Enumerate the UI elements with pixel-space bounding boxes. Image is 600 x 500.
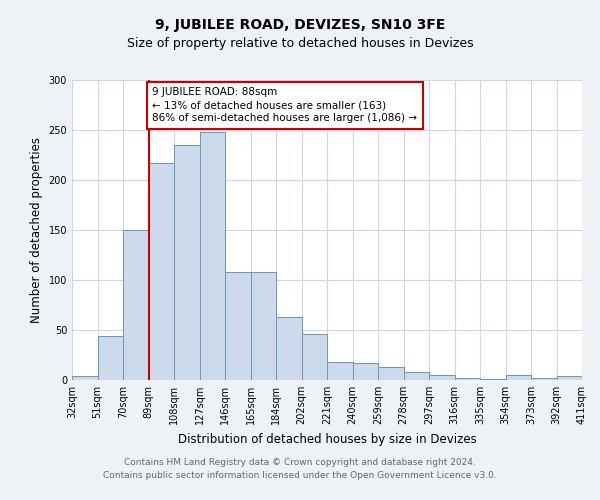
Text: 9, JUBILEE ROAD, DEVIZES, SN10 3FE: 9, JUBILEE ROAD, DEVIZES, SN10 3FE xyxy=(155,18,445,32)
Bar xyxy=(72,376,97,380)
Bar xyxy=(480,379,505,380)
Bar xyxy=(404,372,429,380)
Bar xyxy=(327,362,353,380)
Bar xyxy=(302,334,327,380)
Bar xyxy=(97,336,123,380)
Bar xyxy=(123,230,149,380)
Bar xyxy=(149,163,174,380)
Text: Contains HM Land Registry data © Crown copyright and database right 2024.
Contai: Contains HM Land Registry data © Crown c… xyxy=(103,458,497,480)
Bar xyxy=(353,363,378,380)
Text: Size of property relative to detached houses in Devizes: Size of property relative to detached ho… xyxy=(127,38,473,51)
Bar xyxy=(378,367,404,380)
Bar xyxy=(174,145,199,380)
Bar xyxy=(429,375,455,380)
Bar xyxy=(225,272,251,380)
Bar xyxy=(251,272,276,380)
Bar xyxy=(557,376,582,380)
Bar xyxy=(276,317,302,380)
Bar xyxy=(505,375,531,380)
Bar xyxy=(199,132,225,380)
Bar xyxy=(531,378,557,380)
Bar xyxy=(455,378,480,380)
Y-axis label: Number of detached properties: Number of detached properties xyxy=(30,137,43,323)
X-axis label: Distribution of detached houses by size in Devizes: Distribution of detached houses by size … xyxy=(178,432,476,446)
Text: 9 JUBILEE ROAD: 88sqm
← 13% of detached houses are smaller (163)
86% of semi-det: 9 JUBILEE ROAD: 88sqm ← 13% of detached … xyxy=(152,87,418,124)
